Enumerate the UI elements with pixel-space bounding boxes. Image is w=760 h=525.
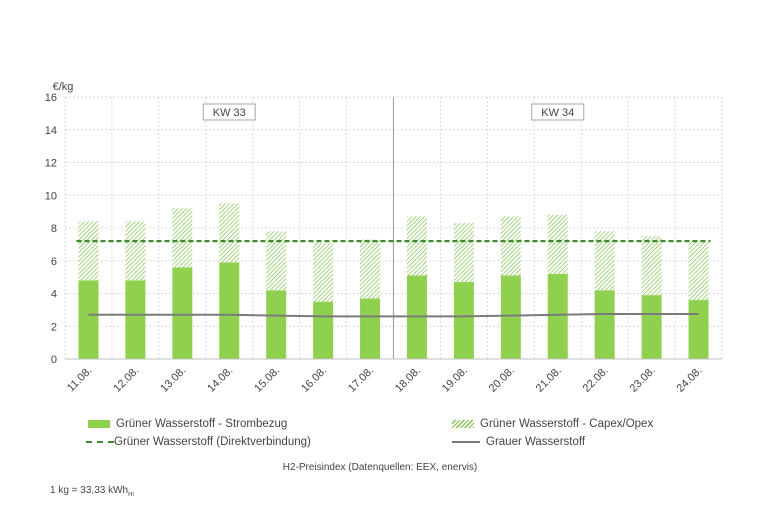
bar-capex-opex	[313, 242, 334, 302]
x-tick-label: 24.08.	[675, 365, 705, 395]
bar-capex-opex	[219, 203, 240, 263]
y-tick-label: 4	[51, 289, 57, 301]
y-tick-label: 10	[45, 190, 57, 202]
y-tick-label: 0	[51, 354, 57, 366]
x-tick-label: 17.08.	[346, 365, 376, 395]
bar-capex-opex	[125, 221, 146, 281]
legend-item-grauer: Grauer Wasserstoff	[452, 436, 585, 448]
y-axis-label: €/kg	[53, 81, 74, 93]
legend-swatch-line	[452, 441, 480, 443]
legend-swatch-hatch	[452, 420, 474, 428]
bar-strombezug	[594, 290, 615, 359]
x-tick-label: 22.08.	[581, 365, 611, 395]
week-label: KW 33	[213, 107, 246, 119]
bar-strombezug	[688, 300, 709, 359]
y-tick-label: 12	[45, 158, 57, 170]
bar-capex-opex	[500, 216, 521, 276]
week-label: KW 34	[541, 107, 574, 119]
y-tick-label: 2	[51, 321, 57, 333]
y-tick-label: 8	[51, 223, 57, 235]
bar-capex-opex	[406, 216, 427, 276]
bar-strombezug	[547, 273, 568, 359]
bar-strombezug	[500, 275, 521, 359]
x-tick-label: 20.08.	[487, 365, 517, 395]
x-tick-label: 16.08.	[299, 365, 329, 395]
legend-swatch-solid	[88, 420, 110, 428]
y-tick-label: 16	[45, 92, 57, 104]
bar-strombezug	[266, 290, 287, 359]
unit-note: 1 kg = 33,33 kWhHi	[50, 485, 134, 498]
y-tick-label: 14	[45, 125, 57, 137]
legend-item-strombezug: Grüner Wasserstoff - Strombezug	[88, 418, 287, 430]
bar-capex-opex	[453, 223, 474, 283]
bar-capex-opex	[688, 241, 709, 301]
unit-note-subscript: Hi	[128, 492, 134, 498]
legend-label-direktverbindung: Grüner Wasserstoff (Direktverbindung)	[114, 436, 311, 448]
week-label-box	[531, 103, 585, 121]
x-tick-label: 23.08.	[628, 365, 658, 395]
bar-strombezug	[641, 295, 662, 359]
bar-strombezug	[453, 282, 474, 359]
week-label-box	[202, 103, 256, 121]
bar-capex-opex	[641, 236, 662, 296]
bar-strombezug	[125, 280, 146, 359]
x-tick-label: 18.08.	[393, 365, 423, 395]
x-tick-label: 21.08.	[534, 365, 564, 395]
x-tick-label: 19.08.	[440, 365, 470, 395]
bar-strombezug	[313, 301, 334, 359]
legend-item-direktverbindung: Grüner Wasserstoff (Direktverbindung)	[86, 436, 311, 448]
legend-label-capex-opex: Grüner Wasserstoff - Capex/Opex	[480, 418, 654, 430]
bar-capex-opex	[78, 221, 99, 281]
bar-capex-opex	[172, 208, 193, 268]
bar-strombezug	[360, 298, 381, 359]
bar-strombezug	[219, 262, 240, 359]
line-grauer-wasserstoff	[88, 313, 699, 318]
chart-caption: H2-Preisindex (Datenquellen: EEX, enervi…	[282, 462, 478, 473]
bar-strombezug	[172, 267, 193, 359]
bar-strombezug	[78, 280, 99, 359]
bar-capex-opex	[547, 214, 568, 274]
legend-item-capex-opex: Grüner Wasserstoff - Capex/Opex	[452, 418, 653, 430]
y-tick-label: 6	[51, 256, 57, 268]
x-tick-label: 12.08.	[111, 365, 141, 395]
bar-capex-opex	[360, 239, 381, 299]
x-tick-label: 13.08.	[158, 365, 188, 395]
legend-label-strombezug: Grüner Wasserstoff - Strombezug	[116, 418, 288, 430]
legend-swatch-dashed	[86, 441, 114, 443]
legend-label-grauer: Grauer Wasserstoff	[486, 436, 586, 448]
unit-note-text: 1 kg = 33,33 kWh	[50, 485, 129, 496]
bar-capex-opex	[266, 231, 287, 291]
x-tick-label: 11.08.	[65, 365, 95, 395]
bar-capex-opex	[594, 231, 615, 291]
x-tick-label: 14.08.	[205, 365, 235, 395]
x-tick-label: 15.08.	[252, 365, 282, 395]
